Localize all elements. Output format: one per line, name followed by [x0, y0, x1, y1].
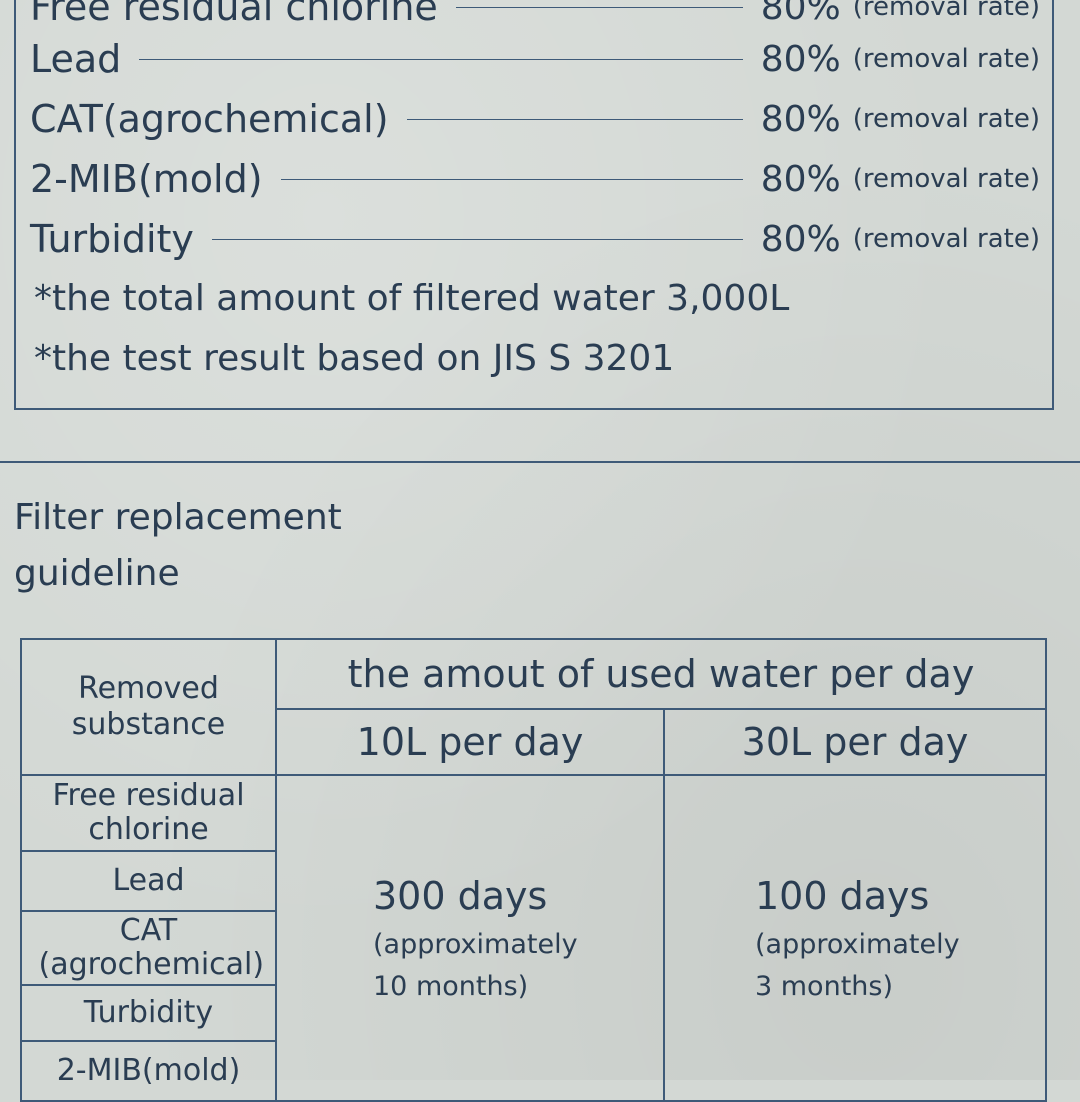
removal-row: Free residual chlorine 80% (removal rate… [30, 0, 1040, 34]
removal-rate-label: (removal rate) [852, 44, 1040, 74]
substance-name: Turbidity [30, 217, 194, 261]
removal-percent: 80% [760, 0, 841, 28]
removal-row: 2-MIB(mold) 80% (removal rate) [30, 152, 1040, 206]
substance-name: Lead [30, 37, 122, 81]
header-water-amount: the amout of used water per day [275, 638, 1047, 710]
duration-days: 100 days [755, 874, 930, 918]
removal-rate-label: (removal rate) [852, 224, 1040, 254]
substance-cell: 2-MIB(mold) [20, 1040, 277, 1102]
removal-rate-label: (removal rate) [852, 104, 1040, 134]
leader-line [211, 238, 743, 240]
replacement-table: Removed substance the amout of used wate… [20, 638, 1047, 1102]
substance-cell: Free residual chlorine [20, 774, 277, 852]
substance-name: 2-MIB(mold) [30, 157, 263, 201]
removal-row: Lead 80% (removal rate) [30, 32, 1040, 86]
substance-cell: Turbidity [20, 984, 277, 1042]
leader-line [139, 58, 743, 60]
leader-line [455, 6, 743, 8]
header-30l: 30L per day [663, 708, 1047, 776]
section-divider [0, 461, 1080, 463]
duration-30l-cell: 100 days (approximately 3 months) [663, 774, 1047, 1102]
section-title-line: Filter replacement [14, 497, 342, 538]
removal-rate-label: (removal rate) [852, 164, 1040, 194]
substance-cell: Lead [20, 850, 277, 912]
leader-line [406, 118, 743, 120]
leader-line [280, 178, 743, 180]
header-removed-substance: Removed substance [20, 638, 277, 776]
substance-cell: CAT (agrochemical) [20, 910, 277, 986]
removal-rate-label: (removal rate) [852, 0, 1040, 22]
header-10l: 10L per day [275, 708, 665, 776]
removal-percent: 80% [760, 38, 841, 80]
substance-label: CAT (agrochemical) [38, 913, 265, 982]
header-substance-label: Removed substance [71, 671, 226, 742]
substance-name: CAT(agrochemical) [30, 97, 389, 141]
footnote: *the test result based on JIS S 3201 [34, 338, 675, 379]
footnote: *the total amount of filtered water 3,00… [34, 278, 790, 319]
section-title: Filter replacement guideline [14, 490, 342, 602]
removal-rate-box [14, 0, 1054, 410]
duration-approx: (approximately [373, 929, 578, 960]
removal-row: CAT(agrochemical) 80% (removal rate) [30, 92, 1040, 146]
duration-days: 300 days [373, 874, 548, 918]
duration-approx: 10 months) [373, 971, 529, 1002]
removal-percent: 80% [760, 218, 841, 260]
removal-percent: 80% [760, 98, 841, 140]
removal-row: Turbidity 80% (removal rate) [30, 212, 1040, 266]
substance-label: Free residual chlorine [52, 778, 245, 847]
removal-percent: 80% [760, 158, 841, 200]
section-title-line: guideline [14, 553, 180, 594]
duration-10l-cell: 300 days (approximately 10 months) [275, 774, 665, 1102]
duration-approx: 3 months) [755, 971, 893, 1002]
substance-name: Free residual chlorine [30, 0, 438, 29]
duration-approx: (approximately [755, 929, 960, 960]
